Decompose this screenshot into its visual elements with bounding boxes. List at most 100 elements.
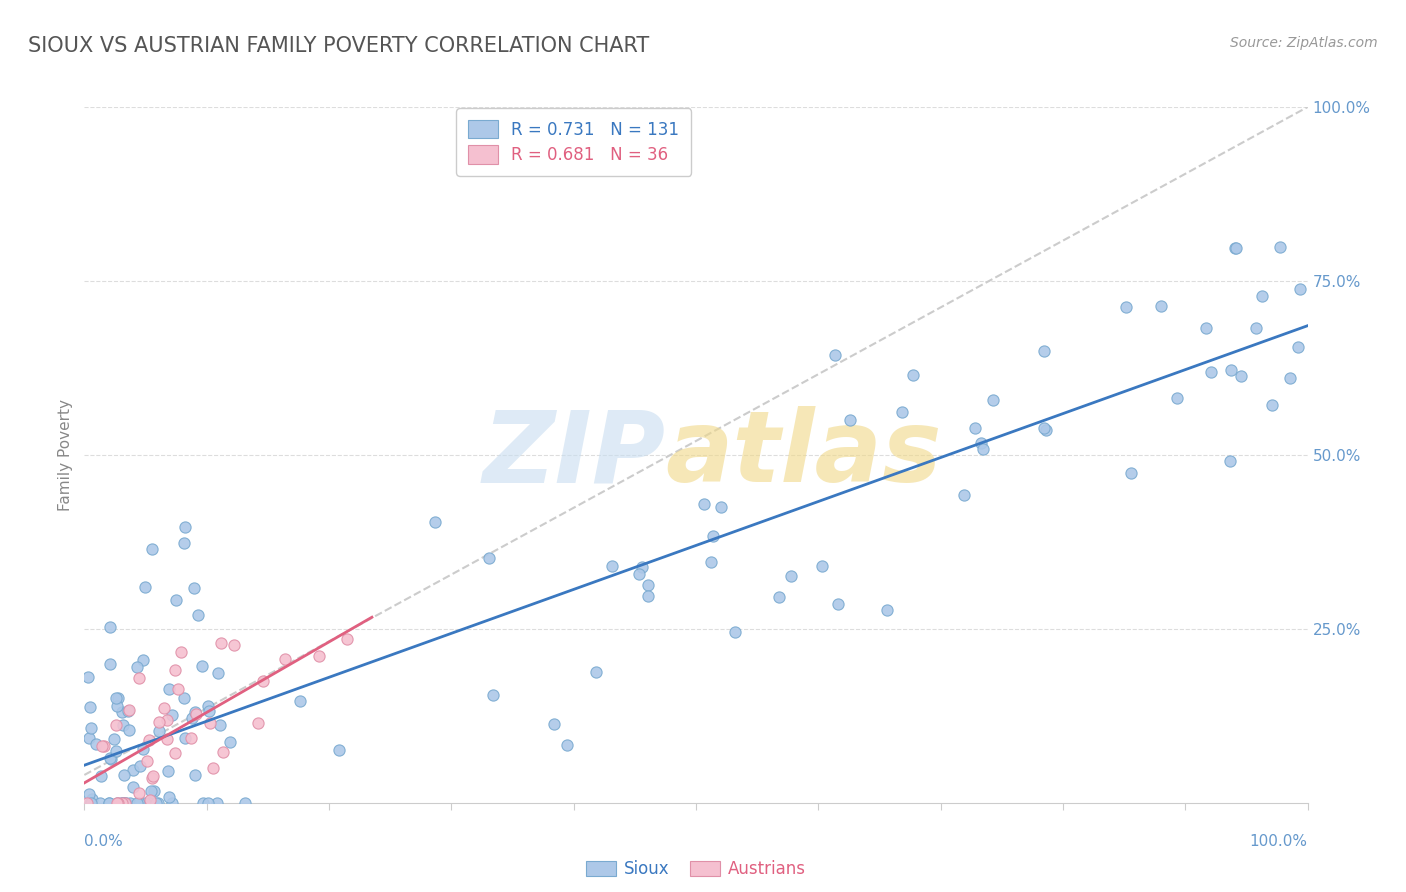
Point [211, 745, 233, 759]
Point [1032, 343, 1054, 358]
Point [170, 645, 193, 659]
Point [135, 754, 157, 768]
Point [627, 566, 650, 581]
Point [482, 689, 505, 703]
Point [77, 670, 100, 684]
Point [79, 731, 101, 745]
Point [1195, 321, 1218, 335]
Point [702, 529, 724, 543]
Point [183, 581, 205, 595]
Point [288, 693, 311, 707]
Point [543, 717, 565, 731]
Point [148, 723, 170, 738]
Point [1279, 371, 1302, 385]
Point [184, 707, 207, 722]
Point [205, 796, 228, 810]
Point [111, 796, 134, 810]
Point [128, 786, 150, 800]
Point [208, 718, 231, 732]
Point [117, 703, 139, 717]
Point [112, 796, 135, 810]
Point [163, 746, 186, 760]
Point [142, 769, 165, 783]
Point [328, 743, 350, 757]
Point [209, 636, 232, 650]
Point [112, 718, 135, 732]
Point [132, 741, 155, 756]
Point [197, 698, 219, 713]
Point [274, 652, 297, 666]
Point [252, 673, 274, 688]
Point [1230, 369, 1253, 384]
Point [637, 578, 659, 592]
Point [1166, 391, 1188, 405]
Point [1219, 363, 1241, 377]
Point [93, 739, 115, 753]
Point [80, 722, 103, 736]
Point [174, 519, 197, 533]
Point [1286, 340, 1309, 354]
Point [710, 500, 733, 515]
Text: Source: ZipAtlas.com: Source: ZipAtlas.com [1230, 36, 1378, 50]
Point [114, 796, 136, 810]
Point [768, 590, 790, 604]
Point [811, 558, 834, 573]
Point [183, 705, 205, 719]
Text: ZIP: ZIP [482, 407, 665, 503]
Point [478, 550, 501, 565]
Point [156, 764, 179, 778]
Point [79, 787, 101, 801]
Point [191, 658, 214, 673]
Point [89, 796, 111, 810]
Point [173, 690, 195, 705]
Point [197, 796, 219, 810]
Point [198, 716, 221, 731]
Point [105, 699, 128, 714]
Point [143, 783, 166, 797]
Point [138, 733, 160, 747]
Point [981, 392, 1004, 407]
Point [141, 771, 163, 785]
Point [1150, 299, 1173, 313]
Point [180, 731, 202, 746]
Point [173, 535, 195, 549]
Y-axis label: Family Poverty: Family Poverty [58, 399, 73, 511]
Point [693, 497, 716, 511]
Point [105, 744, 128, 758]
Point [555, 738, 578, 752]
Point [724, 624, 747, 639]
Point [1244, 320, 1267, 334]
Point [699, 555, 721, 569]
Point [165, 593, 187, 607]
Point [184, 767, 207, 781]
Point [827, 597, 849, 611]
Text: 0.0%: 0.0% [84, 834, 124, 849]
Point [145, 796, 167, 810]
Point [117, 723, 139, 738]
Point [115, 796, 138, 810]
Point [80, 796, 103, 810]
Point [160, 708, 183, 723]
Point [100, 752, 122, 766]
Point [181, 711, 204, 725]
Point [1268, 240, 1291, 254]
Point [157, 682, 180, 697]
Point [148, 715, 170, 730]
Text: SIOUX VS AUSTRIAN FAMILY POVERTY CORRELATION CHART: SIOUX VS AUSTRIAN FAMILY POVERTY CORRELA… [28, 36, 650, 55]
Point [103, 732, 125, 747]
Point [122, 763, 145, 777]
Point [1201, 365, 1223, 379]
Text: atlas: atlas [665, 407, 942, 503]
Point [600, 559, 623, 574]
Point [148, 796, 170, 810]
Point [1119, 466, 1142, 480]
Text: 100.0%: 100.0% [1250, 834, 1308, 849]
Point [114, 796, 136, 810]
Point [246, 715, 269, 730]
Point [631, 560, 654, 574]
Point [193, 796, 215, 810]
Point [963, 421, 986, 435]
Point [1225, 241, 1247, 255]
Point [107, 796, 129, 810]
Point [219, 735, 242, 749]
